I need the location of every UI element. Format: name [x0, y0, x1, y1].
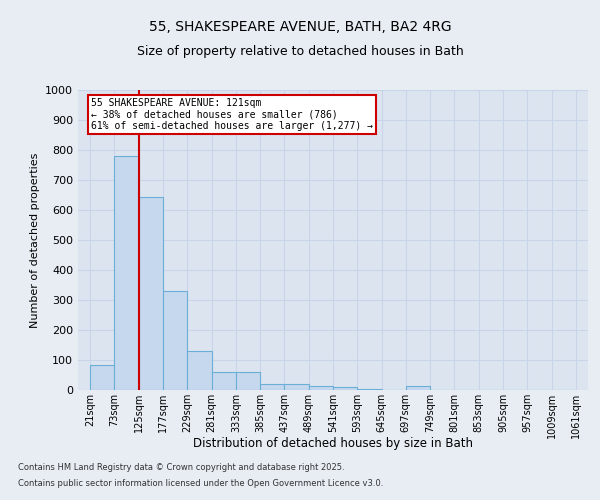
Bar [139, 196, 163, 390]
Bar [212, 372, 236, 390]
Bar [309, 386, 333, 390]
Bar [333, 387, 357, 390]
Bar [284, 384, 309, 390]
Bar [260, 384, 284, 390]
Text: Size of property relative to detached houses in Bath: Size of property relative to detached ho… [137, 45, 463, 58]
Bar [357, 388, 382, 390]
Text: Contains HM Land Registry data © Crown copyright and database right 2025.: Contains HM Land Registry data © Crown c… [18, 464, 344, 472]
Text: 55, SHAKESPEARE AVENUE, BATH, BA2 4RG: 55, SHAKESPEARE AVENUE, BATH, BA2 4RG [149, 20, 451, 34]
Bar [236, 372, 260, 390]
Y-axis label: Number of detached properties: Number of detached properties [29, 152, 40, 328]
Bar [90, 364, 115, 390]
Text: Contains public sector information licensed under the Open Government Licence v3: Contains public sector information licen… [18, 478, 383, 488]
Bar [163, 291, 187, 390]
Text: 55 SHAKESPEARE AVENUE: 121sqm
← 38% of detached houses are smaller (786)
61% of : 55 SHAKESPEARE AVENUE: 121sqm ← 38% of d… [91, 98, 373, 130]
Bar [115, 156, 139, 390]
Bar [187, 351, 212, 390]
Text: Distribution of detached houses by size in Bath: Distribution of detached houses by size … [193, 438, 473, 450]
Bar [406, 386, 430, 390]
